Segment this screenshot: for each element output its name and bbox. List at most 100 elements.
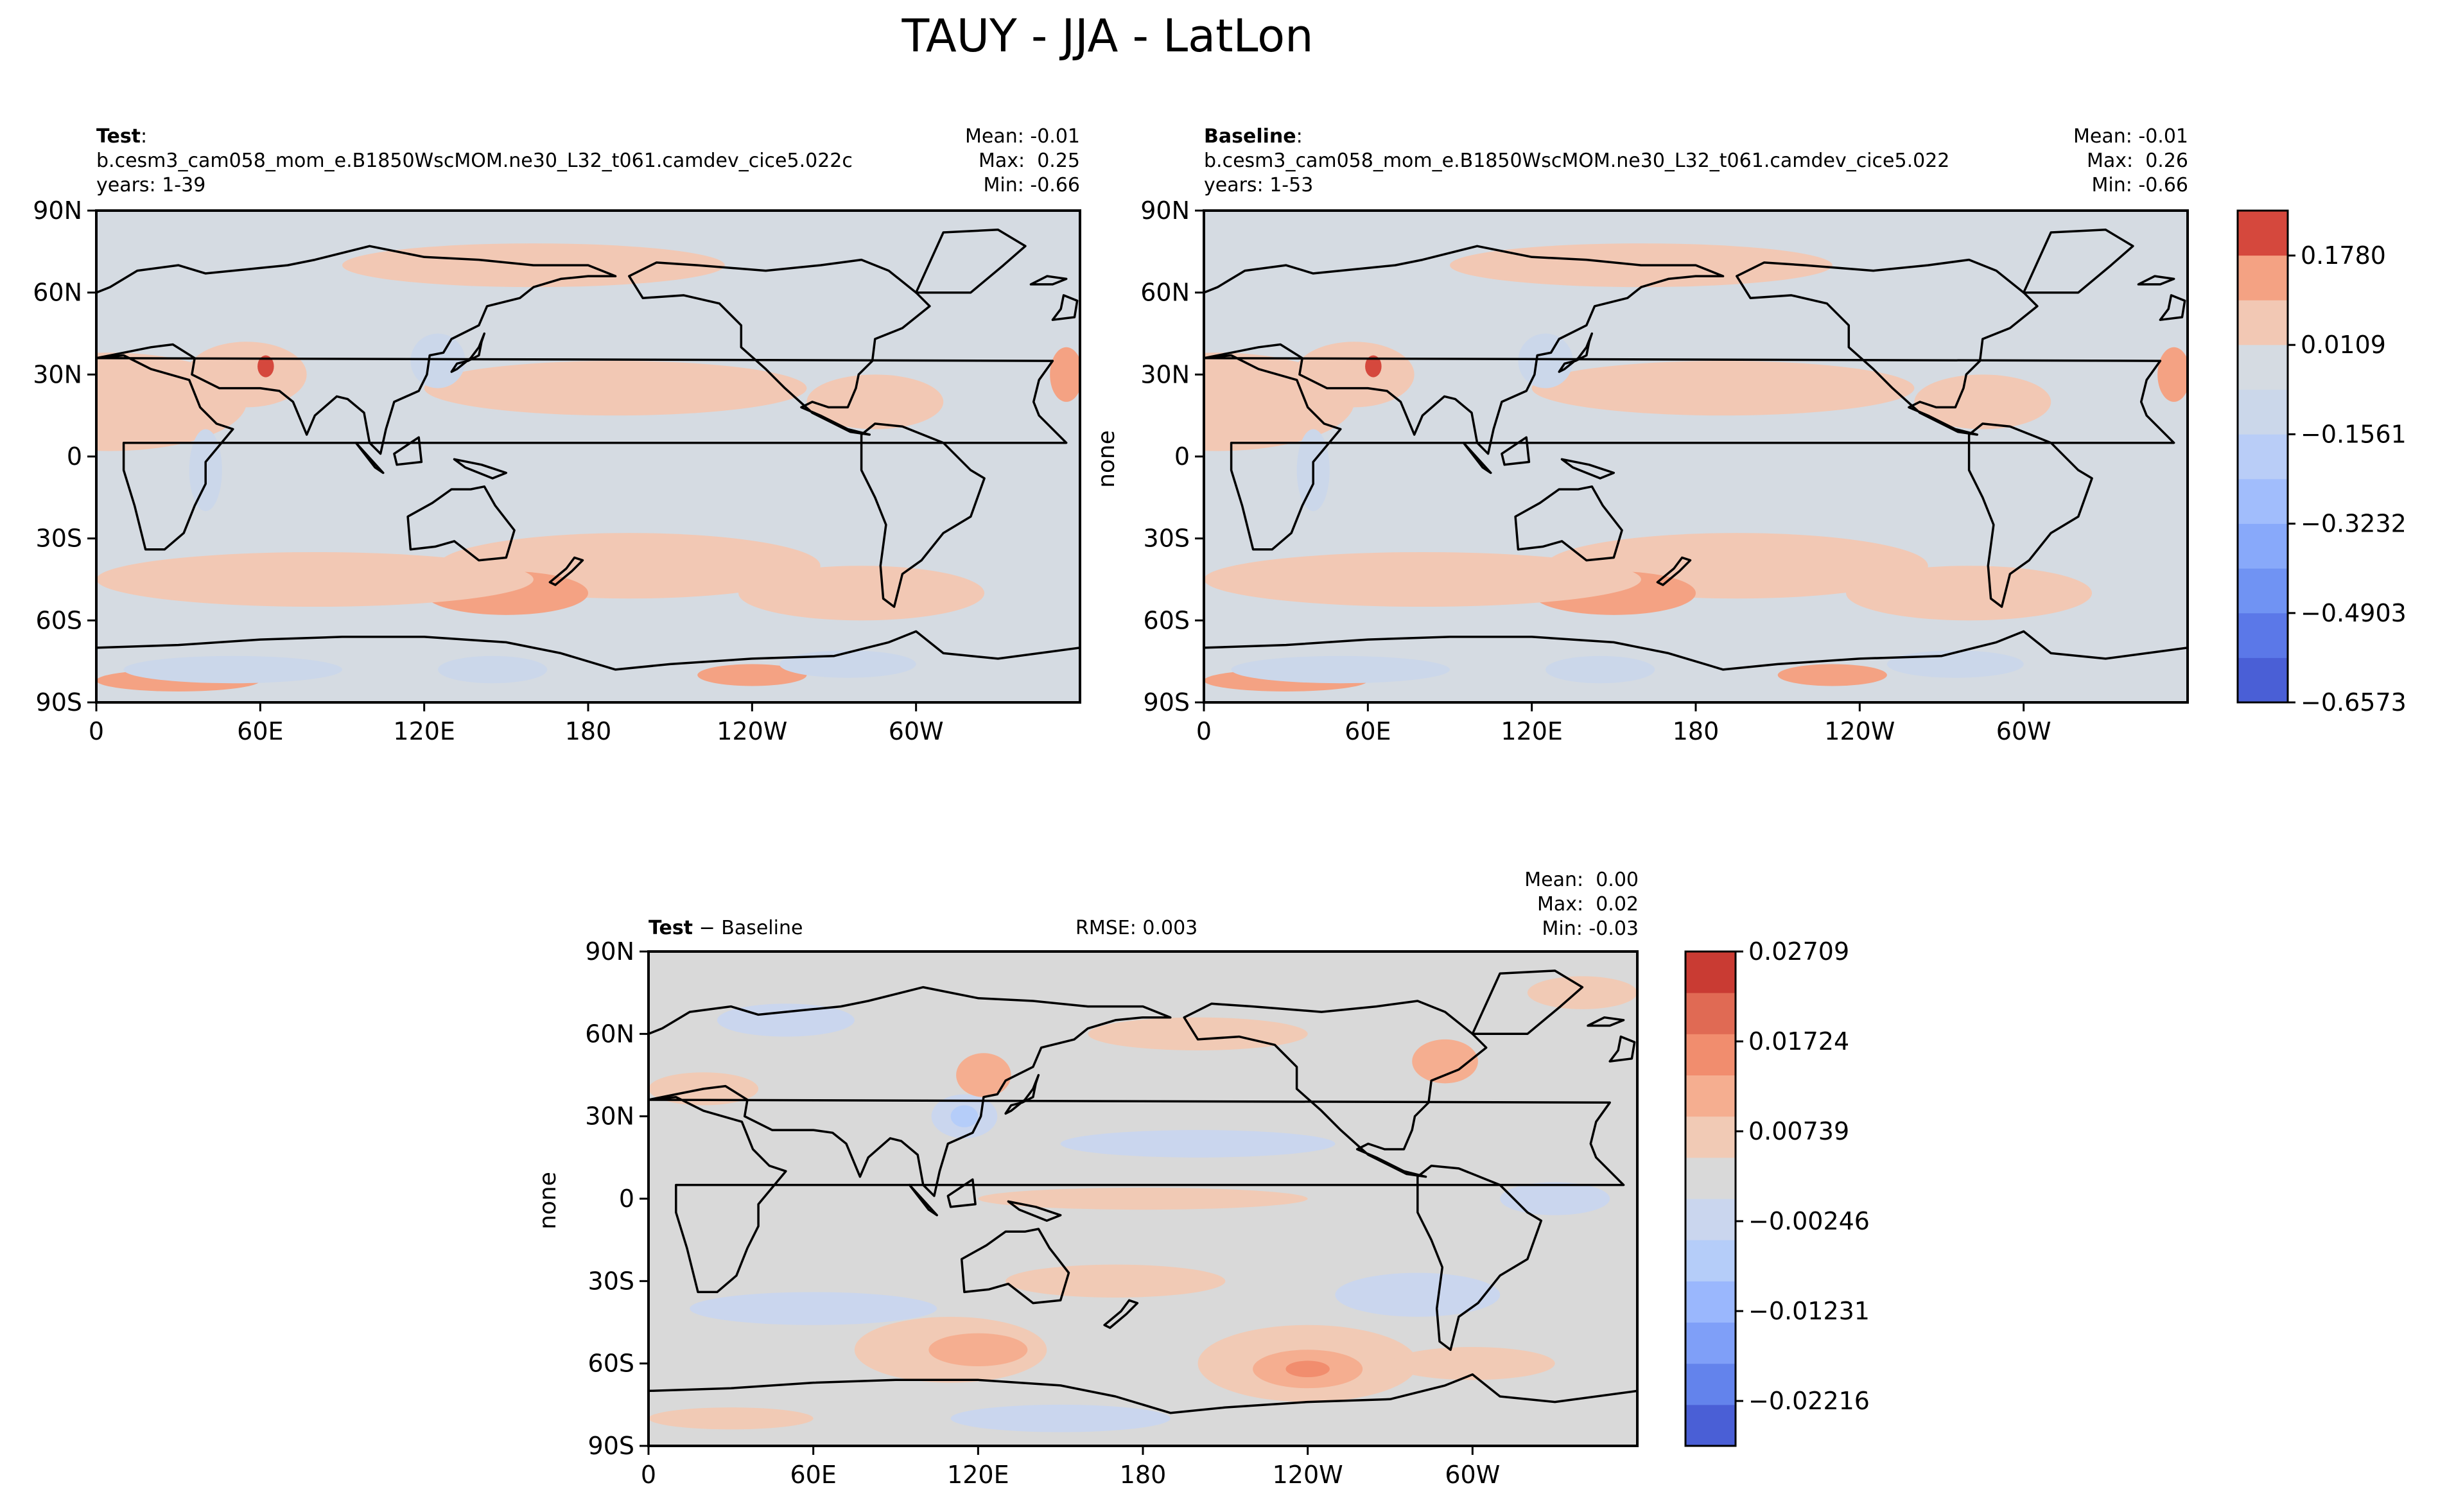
lon-tick-label: 0 bbox=[89, 717, 104, 745]
lat-tick-label: 60S bbox=[36, 606, 82, 634]
contour-region bbox=[1390, 1347, 1555, 1380]
coastline bbox=[1051, 294, 1079, 321]
colorbar-swatch bbox=[1685, 1322, 1736, 1364]
coastline bbox=[1560, 458, 1615, 480]
colorbar-swatch bbox=[2238, 434, 2288, 480]
lat-tick-label: 0 bbox=[67, 442, 82, 471]
stat-max-test: Max: 0.25 bbox=[979, 150, 1080, 172]
coastline bbox=[860, 422, 986, 608]
panel-label-difference: Test − Baseline bbox=[649, 917, 803, 939]
contour-region bbox=[96, 552, 534, 607]
coastline bbox=[354, 441, 385, 474]
contour-region bbox=[956, 1053, 1011, 1097]
contour-region bbox=[779, 650, 916, 678]
stat-mean-difference: Mean: 0.00 bbox=[1524, 869, 1639, 891]
coastline bbox=[96, 354, 1068, 551]
contour-region bbox=[1531, 361, 1915, 416]
lon-tick-label: 180 bbox=[1120, 1461, 1167, 1489]
colorbar-tick-label: 0.00739 bbox=[1748, 1117, 1849, 1145]
coastline bbox=[908, 1183, 938, 1217]
contour-region bbox=[1777, 664, 1887, 686]
coastline bbox=[1007, 1200, 1062, 1222]
lon-tick-label: 60E bbox=[790, 1461, 836, 1489]
contour-region bbox=[690, 1292, 937, 1325]
colorbar-tick-label: 0.0109 bbox=[2301, 331, 2386, 359]
coastline bbox=[1462, 441, 1492, 474]
coastline bbox=[1004, 1073, 1040, 1115]
stat-mean-baseline: Mean: -0.01 bbox=[2073, 125, 2188, 148]
contour-region bbox=[257, 355, 274, 378]
contour-region bbox=[1914, 374, 2051, 430]
lat-tick-label: 0 bbox=[619, 1185, 634, 1213]
colorbar-swatch bbox=[2238, 389, 2288, 435]
lat-tick-label: 30N bbox=[33, 360, 82, 388]
contour-region bbox=[424, 361, 807, 416]
case-name-baseline: b.cesm3_cam058_mom_e.B1850WscMOM.ne30_L3… bbox=[1204, 150, 1949, 172]
lat-tick-label: 90S bbox=[1144, 688, 1190, 717]
contour-region bbox=[1285, 1360, 1330, 1378]
lon-tick-label: 180 bbox=[565, 717, 612, 745]
coastline bbox=[960, 1228, 1070, 1305]
lat-tick-label: 90S bbox=[588, 1432, 634, 1460]
contour-region bbox=[1518, 333, 1573, 388]
lat-tick-label: 90N bbox=[1140, 196, 1190, 225]
coastline bbox=[96, 245, 617, 455]
coastline bbox=[1029, 275, 1068, 286]
coastline bbox=[649, 986, 1172, 1197]
ylabel-difference: none bbox=[535, 1172, 561, 1230]
figure-title: TAUY - JJA - LatLon bbox=[901, 10, 1314, 62]
map-panel-difference: Test − Baseline RMSE: 0.003 Mean: 0.00 M… bbox=[535, 869, 1639, 1230]
lat-tick-label: 90N bbox=[585, 937, 634, 966]
lon-tick-label: 180 bbox=[1673, 717, 1720, 745]
stat-max-baseline: Max: 0.26 bbox=[2087, 150, 2188, 172]
contour-region bbox=[1545, 656, 1655, 684]
contour-region bbox=[123, 656, 342, 684]
coastline bbox=[1501, 436, 1531, 466]
contour-region bbox=[738, 566, 985, 621]
colorbar-tick-label: −0.4903 bbox=[2301, 599, 2407, 627]
colorbar-frame bbox=[1684, 950, 1737, 1447]
coastline bbox=[649, 1095, 1625, 1294]
coastlines bbox=[1204, 229, 2188, 702]
contour-region bbox=[928, 1333, 1028, 1366]
contour-region bbox=[2157, 347, 2188, 402]
colorbar-tick-label: −0.6573 bbox=[2301, 688, 2407, 717]
lat-tick-label: 60S bbox=[588, 1350, 634, 1378]
stat-mean-test: Mean: -0.01 bbox=[965, 125, 1080, 148]
colorbar-swatch bbox=[2238, 613, 2288, 658]
contour-region bbox=[950, 1105, 979, 1127]
colorbar-tick-label: −0.01231 bbox=[1748, 1297, 1870, 1325]
coastlines bbox=[96, 229, 1080, 702]
contour-region bbox=[1060, 1130, 1336, 1158]
map-panel-test: Test: b.cesm3_cam058_mom_e.B1850WscMOM.n… bbox=[96, 125, 1080, 196]
coastline bbox=[1587, 1016, 1625, 1027]
colorbar-swatch bbox=[1685, 952, 1736, 993]
lat-tick-label: 60N bbox=[1140, 279, 1190, 307]
coastlines bbox=[649, 969, 1637, 1446]
colorbar-swatch bbox=[2238, 300, 2288, 345]
contour-region bbox=[1846, 566, 2093, 621]
lat-tick-label: 90N bbox=[33, 196, 82, 225]
colorbar-swatch bbox=[1685, 1157, 1736, 1199]
map-panel-baseline: Baseline: b.cesm3_cam058_mom_e.B1850WscM… bbox=[1093, 125, 2188, 488]
lat-tick-label: 30N bbox=[585, 1102, 634, 1131]
colorbar-swatch bbox=[1685, 1116, 1736, 1158]
coastline bbox=[946, 1178, 977, 1208]
colorbar-swatch bbox=[1685, 1034, 1736, 1075]
panel-label-baseline: Baseline: bbox=[1204, 125, 1303, 148]
contour-region bbox=[1006, 1264, 1226, 1298]
colorbar-frame bbox=[2236, 209, 2289, 704]
coastline bbox=[1967, 422, 2093, 608]
coastline bbox=[628, 258, 931, 436]
contour-region bbox=[437, 656, 548, 684]
coastline bbox=[393, 436, 423, 466]
lon-tick-label: 120E bbox=[1501, 717, 1563, 745]
contour-field bbox=[96, 243, 1080, 691]
contour-region bbox=[1500, 1182, 1610, 1215]
coastline bbox=[1471, 969, 1584, 1036]
contour-region bbox=[1412, 1039, 1478, 1084]
colorbar-swatch bbox=[2238, 211, 2288, 256]
lat-tick-label: 60S bbox=[1144, 606, 1190, 634]
contour-region bbox=[1886, 650, 2024, 678]
